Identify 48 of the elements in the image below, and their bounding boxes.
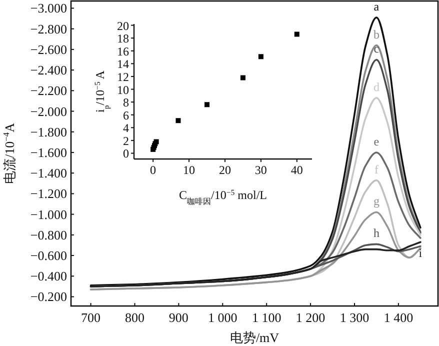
- x-tick-label: 30: [254, 163, 267, 177]
- y-tick-label: 2: [123, 134, 129, 148]
- x-tick-label: 700: [81, 310, 101, 325]
- y-tick-label: 16: [117, 44, 129, 58]
- y-tick-label: −2.600: [30, 42, 67, 57]
- y-tick-label: 4: [123, 121, 129, 136]
- y-tick-label: −1.800: [30, 124, 67, 140]
- x-tick-label: 1 200: [296, 310, 326, 325]
- series-label: a: [374, 0, 380, 14]
- x-tick-label: 900: [168, 310, 188, 325]
- y-tick-label: −2.800: [30, 21, 67, 36]
- x-tick-label: 1 300: [340, 310, 370, 325]
- x-axis-title: 电势/mV: [230, 330, 280, 345]
- y-tick-label: 20: [117, 18, 129, 33]
- y-tick-label: −2.400: [30, 62, 67, 78]
- x-tick-label: 1 000: [208, 310, 238, 325]
- x-tick-label: 1 100: [252, 310, 282, 325]
- y-tick-label: −0.800: [30, 227, 67, 242]
- y-tick-label: −1.000: [30, 206, 67, 222]
- x-tick-label: 1 400: [384, 310, 414, 325]
- y-tick-label: −2.000: [30, 104, 67, 119]
- y-tick-label: 14: [117, 57, 129, 72]
- series-label: i: [418, 246, 423, 260]
- y-tick-label: −1.400: [30, 166, 67, 181]
- x-tick-label: 0: [150, 163, 156, 177]
- y-tick-label: 0: [123, 146, 129, 161]
- series-label: g: [373, 194, 380, 208]
- y-tick-label: −3.000: [30, 0, 67, 16]
- y-tick-label: 8: [123, 96, 129, 110]
- series-label: b: [373, 27, 380, 42]
- y-tick-label: −2.200: [30, 83, 67, 98]
- series-label: e: [374, 134, 380, 148]
- x-axis-title: C$_{咖啡因}$/10$^{−5}$ mol/L: [179, 188, 267, 206]
- series-label: h: [373, 226, 380, 240]
- y-tick-label: −0.200: [30, 289, 67, 304]
- y-tick-label: 18: [117, 32, 129, 46]
- y-tick-label: 10: [117, 82, 129, 97]
- y-tick-label: −0.600: [30, 248, 67, 264]
- y-tick-label: −1.600: [30, 144, 67, 160]
- y-tick-label: −0.400: [30, 268, 67, 284]
- y-tick-label: −1.200: [30, 186, 67, 202]
- y-tick-label: 12: [117, 70, 129, 84]
- series-label: f: [374, 162, 378, 176]
- y-tick-label: 6: [123, 108, 129, 122]
- x-tick-label: 10: [183, 163, 196, 177]
- x-tick-label: 40: [290, 163, 303, 177]
- x-tick-label: 20: [218, 163, 231, 177]
- x-tick-label: 800: [124, 310, 144, 325]
